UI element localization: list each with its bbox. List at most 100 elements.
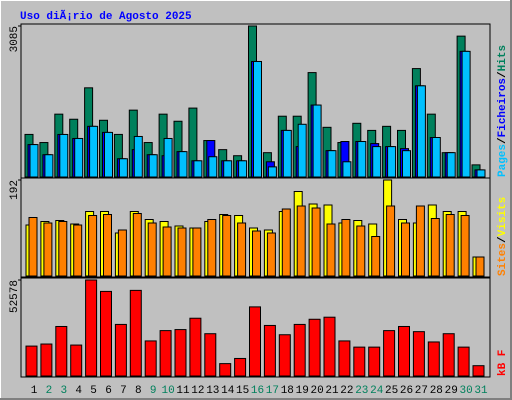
bar	[29, 144, 39, 178]
bar	[132, 213, 142, 277]
bar	[73, 224, 83, 277]
bar	[189, 317, 202, 377]
x-tick-label: 1	[31, 385, 38, 397]
y-tick-label: 192	[9, 180, 21, 200]
y-tick-label: 52578	[9, 280, 21, 313]
legend-entry: Sites	[497, 243, 509, 276]
bar	[25, 345, 38, 377]
bar	[475, 256, 485, 277]
bar	[442, 333, 455, 377]
x-tick-label: 7	[120, 385, 127, 397]
bar	[293, 323, 306, 377]
x-tick-label: 22	[340, 385, 353, 397]
bar	[412, 331, 425, 377]
x-tick-label: 27	[415, 385, 428, 397]
bar	[174, 329, 187, 377]
x-tick-label: 16	[251, 385, 264, 397]
bar	[431, 137, 441, 178]
bar	[311, 207, 321, 277]
bar	[281, 208, 291, 277]
bar	[457, 346, 470, 377]
x-tick-label: 10	[161, 385, 174, 397]
x-tick-label: 19	[296, 385, 309, 397]
bar	[133, 135, 143, 178]
bar	[297, 123, 307, 178]
bar	[387, 146, 397, 178]
bar	[446, 152, 456, 178]
x-tick-label: 26	[400, 385, 413, 397]
bar	[55, 325, 68, 377]
legend: Sites/Visits	[497, 197, 509, 276]
bar	[204, 333, 217, 377]
x-tick-label: 8	[135, 385, 142, 397]
bar	[383, 330, 396, 377]
bar	[445, 214, 455, 277]
x-tick-label: 20	[310, 385, 323, 397]
bar	[341, 219, 351, 277]
bar	[415, 205, 425, 277]
bar	[223, 160, 233, 178]
bar	[278, 334, 291, 377]
bar	[222, 215, 232, 277]
legend: Pages/Ficheiros/Hits	[497, 45, 509, 177]
legend-separator: /	[497, 137, 509, 144]
x-tick-label: 9	[150, 385, 157, 397]
bar	[129, 289, 142, 377]
bar	[357, 141, 367, 178]
x-tick-label: 17	[266, 385, 279, 397]
bar	[430, 218, 440, 277]
bar	[252, 230, 261, 277]
bar	[43, 222, 53, 277]
bar	[40, 343, 53, 377]
bar	[159, 330, 172, 377]
x-tick-label: 28	[430, 385, 443, 397]
x-tick-label: 25	[385, 385, 398, 397]
bar	[427, 341, 440, 377]
bar	[342, 161, 352, 178]
x-tick-label: 14	[221, 385, 235, 397]
x-tick-label: 11	[176, 385, 190, 397]
x-tick-label: 12	[191, 385, 204, 397]
bar	[296, 205, 306, 277]
x-tick-label: 6	[105, 385, 112, 397]
bar	[472, 365, 485, 377]
bar	[28, 217, 38, 277]
bar	[147, 222, 157, 277]
bar	[353, 346, 366, 377]
x-tick-label: 24	[370, 385, 384, 397]
bar	[148, 154, 158, 178]
bar	[402, 150, 411, 178]
bar	[386, 205, 396, 277]
bar	[104, 131, 113, 178]
bar	[253, 60, 262, 178]
bar	[282, 129, 292, 178]
bar	[208, 156, 218, 178]
bar	[234, 357, 247, 377]
legend: kB F	[497, 350, 509, 376]
bar	[312, 104, 322, 178]
x-tick-label: 13	[206, 385, 219, 397]
bar	[372, 146, 382, 178]
x-tick-label: 5	[90, 385, 97, 397]
legend-entry: kB F	[497, 350, 509, 376]
bar	[398, 325, 410, 377]
bar	[163, 137, 173, 178]
bar	[88, 215, 98, 277]
chart-title: Uso diÃ¡rio de Agosto 2025	[20, 9, 192, 23]
bar	[118, 158, 128, 178]
bar	[266, 232, 276, 277]
bar	[178, 151, 188, 178]
bar	[416, 85, 426, 178]
legend-entry: Ficheiros	[497, 78, 509, 137]
bar	[476, 169, 486, 178]
bar	[177, 227, 187, 277]
bar	[59, 133, 69, 178]
bar	[338, 340, 351, 377]
bar	[267, 166, 277, 178]
bar	[237, 222, 247, 277]
x-tick-label: 21	[325, 385, 339, 397]
bar	[144, 340, 157, 377]
bar	[100, 290, 112, 377]
y-tick-label: 3085	[9, 26, 21, 52]
